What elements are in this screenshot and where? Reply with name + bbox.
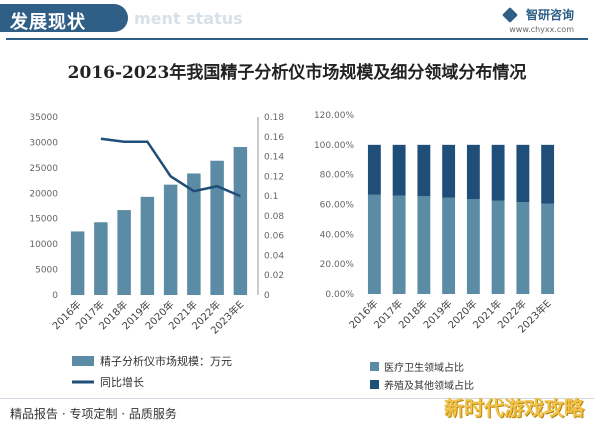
bar-market-size: [140, 196, 155, 295]
y-left-tick-label: 20000: [29, 189, 58, 199]
brand-url: www.chyxx.com: [509, 25, 574, 34]
bar-market-size: [94, 222, 108, 295]
bar-medical-share: [417, 196, 431, 294]
bar-other-share: [516, 144, 530, 203]
bar-market-size: [233, 147, 248, 295]
page-header: 发展现状 ment status 智研咨询 www.chyxx.com: [0, 0, 594, 38]
bar-market-size: [163, 184, 178, 295]
bar-market-size: [187, 173, 201, 295]
bar-medical-share: [541, 203, 555, 294]
y-right-tick-label: 0.12: [264, 172, 284, 182]
y-left-tick-label: 10000: [29, 240, 58, 250]
header-divider: [6, 38, 588, 40]
watermark-text: 新时代游戏攻略: [444, 396, 584, 420]
y-right-tick-label: 0.06: [264, 232, 284, 242]
y-right-tick-label: 0: [264, 291, 270, 301]
y-left-tick-label: 5000: [35, 266, 58, 276]
bar-medical-share: [442, 197, 456, 294]
y-right-tick-label: 0.16: [264, 133, 284, 143]
y-left-tick-label: 25000: [29, 164, 58, 174]
page-footer: 精品报告 · 专项定制 · 品质服务: [0, 398, 594, 428]
y-right-tick-label: 0.14: [264, 153, 284, 163]
chart-title: 2016-2023年我国精子分析仪市场规模及细分领域分布情况: [67, 63, 527, 83]
bar-market-size: [210, 160, 224, 295]
bar-other-share: [491, 144, 505, 201]
y-tick-label-share: 60.00%: [320, 201, 355, 211]
bar-market-size: [70, 231, 85, 295]
y-left-tick-label: 35000: [29, 113, 58, 123]
y-left-tick-label: 0: [52, 291, 58, 301]
bar-medical-share: [491, 200, 505, 294]
legend-label-yoy-growth: 同比增长: [100, 375, 144, 389]
y-right-tick-label: 0.04: [264, 251, 284, 261]
bar-other-share: [442, 144, 456, 198]
legend-label-medical: 医疗卫生领域占比: [384, 361, 464, 374]
bar-other-share: [392, 144, 406, 196]
legend-label-market-size: 精子分析仪市场规模：万元: [100, 354, 232, 368]
y-tick-label-share: 120.00%: [314, 111, 354, 121]
bar-medical-share: [466, 199, 480, 294]
y-left-tick-label: 15000: [29, 215, 58, 225]
y-right-tick-label: 0.18: [264, 113, 284, 123]
y-tick-label-share: 0.00%: [325, 290, 354, 300]
bar-other-share: [367, 144, 381, 195]
brand-logo: 智研咨询 www.chyxx.com: [501, 4, 574, 34]
header-bar: 发展现状: [0, 4, 128, 33]
legend-swatch-other: [370, 380, 379, 389]
brand-name: 智研咨询: [525, 8, 574, 22]
legend-swatch-medical: [370, 362, 379, 371]
y-right-tick-label: 0.1: [264, 192, 278, 202]
bar-other-share: [541, 144, 555, 204]
y-tick-label-share: 40.00%: [320, 230, 355, 240]
bar-other-share: [417, 144, 431, 197]
y-left-tick-label: 30000: [29, 138, 58, 148]
bar-market-size: [117, 210, 131, 295]
bar-medical-share: [367, 194, 381, 294]
bar-other-share: [466, 144, 480, 200]
bar-medical-share: [392, 195, 406, 294]
y-right-tick-label: 0.08: [264, 212, 284, 222]
section-title: 发展现状: [10, 12, 86, 33]
line-yoy-growth: [100, 137, 241, 198]
section-subtitle-ghost: ment status: [134, 9, 243, 28]
y-tick-label-share: 20.00%: [320, 260, 355, 270]
y-tick-label-share: 80.00%: [320, 171, 355, 181]
footer-text: 精品报告 · 专项定制 · 品质服务: [10, 407, 177, 421]
legend-label-other: 养殖及其他领域占比: [384, 379, 474, 392]
legend-swatch-market-size: [72, 356, 94, 366]
y-tick-label-share: 100.00%: [314, 141, 354, 151]
bar-medical-share: [516, 202, 530, 294]
y-right-tick-label: 0.02: [264, 271, 284, 281]
